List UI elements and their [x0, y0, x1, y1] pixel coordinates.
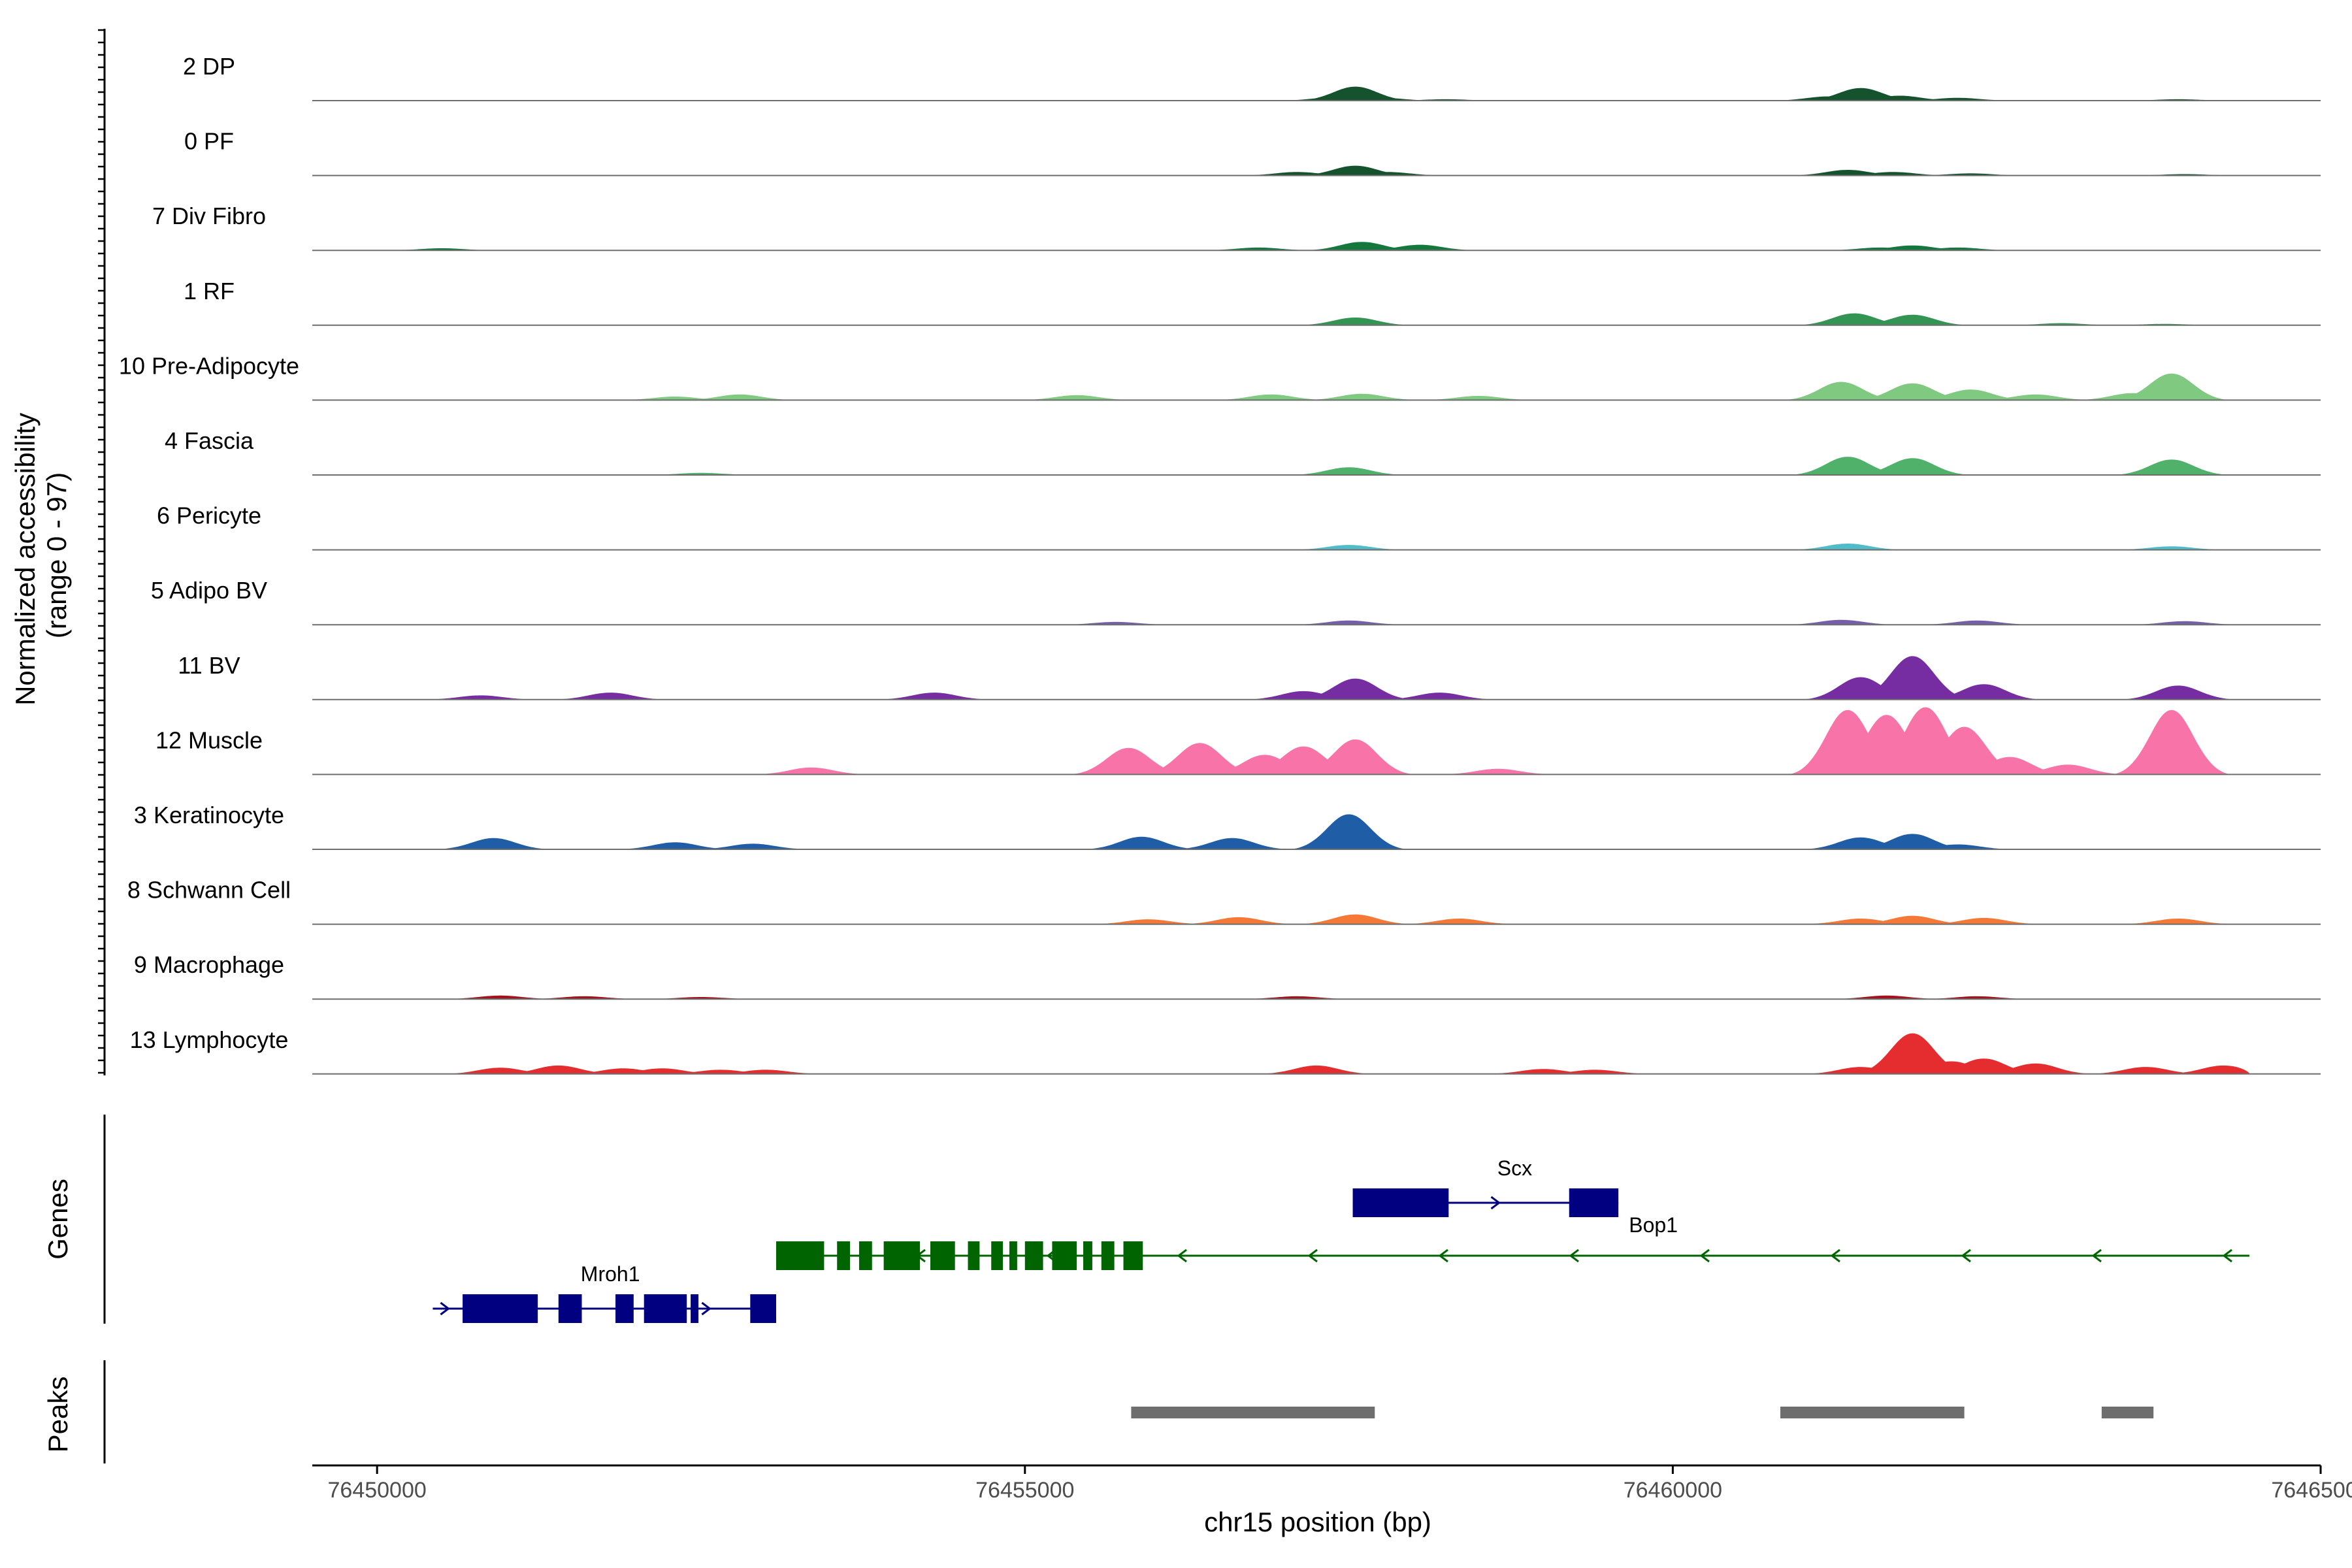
x-axis-ticks: 76450000 76455000 76460000 76465000	[328, 1465, 2352, 1503]
y-axis-ticks	[98, 29, 105, 1074]
gene-scx: Scx	[1352, 1156, 1619, 1217]
strand-arrow	[1699, 1249, 1710, 1263]
coverage-area	[380, 242, 2020, 251]
exon	[858, 1241, 872, 1270]
gene-mroh1: Mroh1	[433, 1262, 776, 1323]
x-tick-label: 76465000	[2271, 1478, 2352, 1503]
track-2-dp: 2 DP	[183, 53, 2321, 101]
x-tick-label: 76460000	[1624, 1478, 1722, 1503]
exon	[750, 1294, 776, 1323]
track-4-fascia: 4 Fascia	[165, 427, 2321, 476]
track-label: 4 Fascia	[165, 427, 254, 454]
coverage-area	[749, 707, 2234, 775]
gene-label: Bop1	[1629, 1213, 1678, 1237]
track-13-lymphocyte: 13 Lymphocyte	[130, 1026, 2321, 1075]
track-11-bv: 11 BV	[178, 652, 2321, 700]
strand-arrow	[1490, 1196, 1501, 1210]
track-0-pf: 0 PF	[184, 128, 2321, 176]
peak-bar	[1780, 1407, 1965, 1418]
strand-arrow	[1830, 1249, 1840, 1263]
track-label: 10 Pre-Adipocyte	[119, 352, 299, 379]
peak-bar	[1131, 1407, 1375, 1418]
track-label: 1 RF	[184, 278, 235, 304]
exon	[837, 1241, 851, 1270]
track-label: 9 Macrophage	[134, 951, 284, 978]
coverage-area	[418, 656, 2240, 700]
strand-arrow	[1177, 1249, 1187, 1263]
y-axis-label-line2: (range 0 - 97)	[41, 472, 72, 638]
track-10-pre-adipocyte: 10 Pre-Adipocyte	[119, 352, 2321, 401]
exon	[1052, 1241, 1077, 1270]
track-1-rf: 1 RF	[184, 278, 2321, 326]
exon	[1352, 1188, 1449, 1217]
coverage-area	[1286, 544, 2234, 550]
track-8-schwann-cell: 8 Schwann Cell	[127, 877, 2321, 925]
peaks-track	[1131, 1407, 2154, 1418]
strand-arrow	[701, 1301, 711, 1316]
strand-arrow	[1961, 1249, 1971, 1263]
strand-arrow	[1569, 1249, 1579, 1263]
track-label: 3 Keratinocyte	[134, 802, 284, 828]
coverage-area	[1086, 914, 2240, 924]
gene-label: Mroh1	[581, 1262, 640, 1286]
exon	[463, 1294, 538, 1323]
strand-arrow	[1307, 1249, 1318, 1263]
coverage-area	[1235, 165, 2247, 176]
genes-track: Scx Bop1 Mroh1	[433, 1156, 2249, 1323]
track-3-keratinocyte: 3 Keratinocyte	[134, 802, 2321, 850]
track-label: 7 Div Fibro	[152, 203, 266, 229]
track-label: 11 BV	[178, 652, 240, 679]
strand-arrow	[440, 1301, 450, 1316]
exon	[1083, 1241, 1092, 1270]
exon	[1024, 1241, 1043, 1270]
track-7-div-fibro: 7 Div Fibro	[152, 203, 2321, 252]
exon	[1101, 1241, 1115, 1270]
gene-label: Scx	[1497, 1156, 1532, 1180]
exon	[930, 1241, 955, 1270]
peak-bar	[2101, 1407, 2154, 1418]
peaks-panel-title: Peaks	[42, 1377, 73, 1453]
track-label: 8 Schwann Cell	[127, 877, 291, 904]
track-12-muscle: 12 Muscle	[155, 707, 2321, 776]
coverage-area	[1053, 619, 2247, 625]
coverage-area	[1293, 313, 2227, 325]
track-label: 0 PF	[184, 128, 234, 155]
track-5-adipo-bv: 5 Adipo BV	[151, 577, 2321, 626]
exon	[991, 1241, 1004, 1270]
y-axis-label-line1: Normalized accessibility	[10, 413, 41, 706]
x-tick-label: 76450000	[328, 1478, 427, 1503]
track-6-pericyte: 6 Pericyte	[157, 502, 2321, 551]
track-label: 13 Lymphocyte	[130, 1026, 289, 1053]
y-axis-label: Normalized accessibility (range 0 - 97)	[10, 405, 72, 706]
strand-arrow	[2091, 1249, 2102, 1263]
exon	[1123, 1241, 1143, 1270]
exon	[968, 1241, 980, 1270]
coverage-tracks: 2 DP 0 PF 7 Div Fibro 1 RF 10 Pre-Adipocyte 4…	[119, 53, 2321, 1075]
track-label: 12 Muscle	[155, 727, 263, 753]
coverage-area	[438, 1033, 2250, 1074]
exon	[558, 1294, 582, 1323]
coverage-area	[431, 814, 2020, 849]
exon	[1569, 1188, 1619, 1217]
coverage-area	[639, 457, 2234, 475]
exon	[644, 1294, 687, 1323]
genes-panel-title: Genes	[42, 1179, 73, 1260]
track-label: 6 Pericyte	[157, 502, 261, 529]
exon	[691, 1294, 699, 1323]
x-axis-label: chr15 position (bp)	[1204, 1507, 1431, 1537]
strand-arrow	[1438, 1249, 1448, 1263]
coverage-area	[1273, 86, 2240, 101]
gene-bop1: Bop1	[776, 1213, 2249, 1270]
track-label: 2 DP	[183, 53, 235, 80]
strand-arrow	[2222, 1249, 2232, 1263]
exon	[883, 1241, 921, 1270]
x-tick-label: 76455000	[975, 1478, 1074, 1503]
track-9-macrophage: 9 Macrophage	[134, 951, 2321, 1000]
exon	[615, 1294, 634, 1323]
track-label: 5 Adipo BV	[151, 577, 267, 604]
exon	[776, 1241, 825, 1270]
exon	[1009, 1241, 1017, 1270]
coverage-area	[613, 373, 2234, 400]
